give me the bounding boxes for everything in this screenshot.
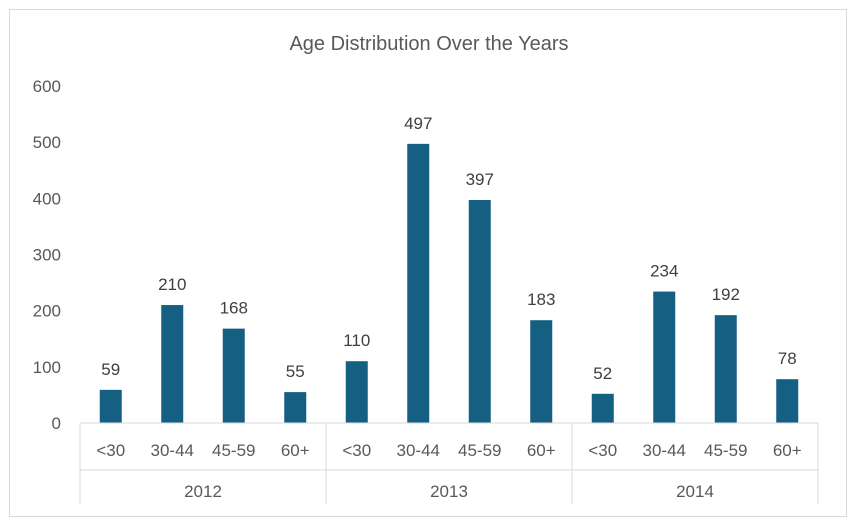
y-tick-label: 300 — [33, 246, 61, 265]
x-tick-label: 30-44 — [643, 441, 686, 460]
x-axis: <30 30-44 45-59 60+ 2012 <30 30-44 45-59 60+ 2013… — [79, 422, 819, 504]
bar — [714, 315, 737, 423]
data-label: 234 — [650, 262, 678, 281]
bar — [591, 393, 614, 423]
x-tick-label: 60+ — [773, 441, 802, 460]
bar — [468, 200, 491, 423]
x-tick-label: 30-44 — [151, 441, 194, 460]
data-label: 168 — [220, 299, 248, 318]
bar — [776, 379, 799, 423]
chart-title: Age Distribution Over the Years — [289, 33, 568, 55]
y-tick-label: 100 — [33, 358, 61, 377]
group-label: 2013 — [430, 482, 468, 501]
x-tick-label: <30 — [342, 441, 371, 460]
bar — [99, 389, 122, 423]
y-tick-label: 0 — [52, 414, 61, 433]
data-label: 497 — [404, 114, 432, 133]
data-label: 52 — [593, 364, 612, 383]
x-tick-label: 45-59 — [458, 441, 501, 460]
data-label: 183 — [527, 290, 555, 309]
bars: 59 210 168 55 110 497 397 183 52 234 192 78 — [99, 114, 799, 423]
data-label: 110 — [343, 331, 370, 350]
data-label: 397 — [466, 170, 494, 189]
bar — [284, 392, 307, 423]
x-tick-label: <30 — [96, 441, 125, 460]
group-label: 2014 — [676, 482, 714, 501]
bar — [407, 143, 430, 423]
x-tick-label: <30 — [588, 441, 617, 460]
bar — [653, 291, 676, 423]
y-tick-label: 200 — [33, 302, 61, 321]
data-label: 192 — [712, 285, 740, 304]
group-label: 2012 — [184, 482, 222, 501]
y-tick-label: 600 — [33, 77, 61, 96]
x-tick-label: 60+ — [281, 441, 310, 460]
bar — [345, 361, 368, 423]
data-label: 210 — [158, 275, 186, 294]
y-tick-label: 500 — [33, 133, 61, 152]
data-label: 78 — [778, 349, 797, 368]
x-tick-label: 60+ — [527, 441, 556, 460]
bar — [530, 320, 553, 423]
x-tick-label: 45-59 — [704, 441, 747, 460]
data-label: 59 — [101, 360, 120, 379]
x-tick-label: 45-59 — [212, 441, 255, 460]
x-tick-label: 30-44 — [397, 441, 440, 460]
y-tick-label: 400 — [33, 189, 61, 208]
bar — [222, 328, 245, 423]
y-axis: 0 100 200 300 400 500 600 — [33, 77, 61, 433]
data-label: 55 — [286, 362, 305, 381]
bar — [161, 305, 184, 423]
